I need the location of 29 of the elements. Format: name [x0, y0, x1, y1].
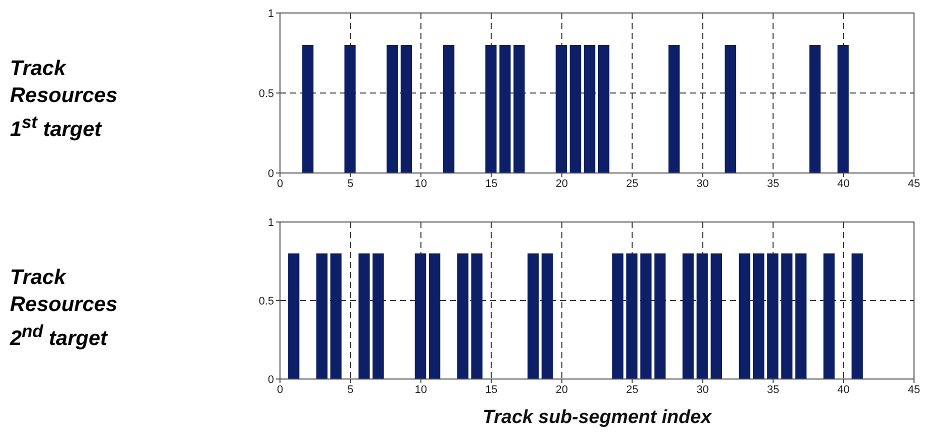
x-tick-label: 35: [766, 178, 780, 190]
x-tick-label: 45: [908, 384, 920, 396]
x-tick-label: 10: [414, 384, 428, 396]
x-tick-label: 35: [766, 384, 780, 396]
x-tick-label: 40: [837, 384, 850, 396]
x-tick-label: 25: [626, 384, 638, 396]
x-tick-label: 15: [485, 178, 498, 190]
x-tick-label: 30: [696, 178, 709, 190]
x-tick-label: 30: [696, 384, 709, 396]
x-tick-label: 20: [556, 178, 568, 190]
x-tick-label: 45: [908, 178, 920, 190]
y-tick-label: 1: [268, 8, 274, 20]
y-tick-label: 1: [268, 216, 274, 229]
y-tick-label: 0.5: [258, 295, 274, 308]
y-axis-title: Track Resources 1$^{st}$ target: [9, 56, 118, 143]
x-tick-label: 5: [347, 178, 354, 190]
x-tick-label: 10: [414, 178, 428, 190]
y-axis-title: Track Resources 2$^{nd}$ target: [8, 265, 118, 352]
y-tick-label: 0.5: [258, 88, 274, 100]
x-tick-label: 5: [347, 384, 354, 396]
x-tick-label: 20: [556, 384, 568, 396]
y-tick-label: 0: [268, 374, 274, 386]
x-tick-label: 0: [276, 384, 284, 396]
x-tick-label: 15: [485, 384, 498, 396]
x-axis-title: Track sub-segment index: [482, 407, 713, 428]
y-tick-label: 0: [268, 168, 274, 180]
x-tick-label: 0: [276, 178, 284, 190]
x-tick-label: 25: [626, 178, 638, 190]
x-tick-label: 40: [837, 178, 850, 190]
